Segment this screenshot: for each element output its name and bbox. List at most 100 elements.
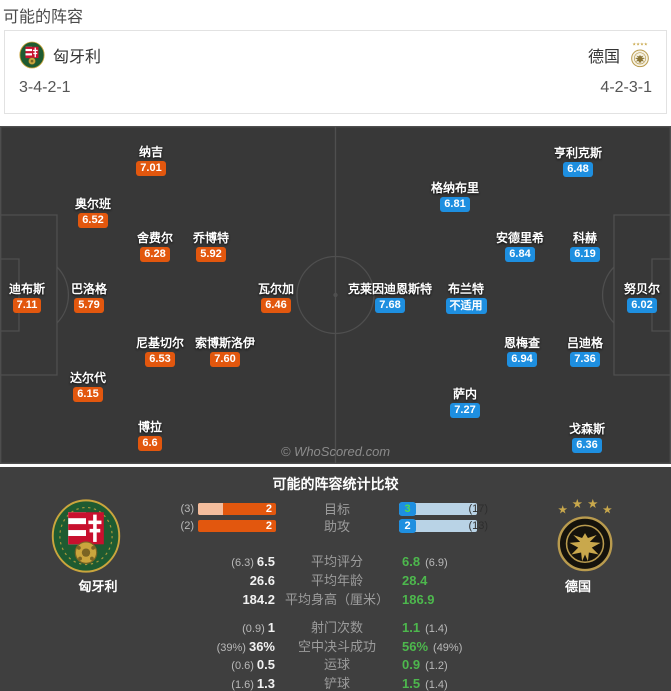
player-name: 乔博特 [192, 231, 229, 245]
player[interactable]: 尼基切尔 6.53 [105, 337, 215, 367]
player-rating-badge: 不适用 [445, 298, 487, 314]
stat-group-2: (0.9) 1 射门次数 1.1 (1.4) (39%) 36% 空中决斗成功 56% (49%)… [0, 619, 671, 691]
away-stat-cell: 1.1 (1.4) [402, 619, 671, 639]
player-rating-badge: 6.81 [440, 197, 470, 212]
away-stat-paren: (6.9) [425, 557, 448, 569]
away-stat-value: 0.9 [402, 657, 421, 672]
player-rating-badge: 6.02 [627, 298, 657, 313]
home-stat-paren: (1.6) [231, 678, 254, 691]
home-stat-value: 1 [267, 620, 275, 635]
player-name: 索博斯洛伊 [194, 336, 255, 350]
stat-label: 射门次数 [310, 620, 363, 635]
home-stat-value: 36% [248, 638, 275, 654]
player[interactable]: 迪布斯 7.11 [0, 283, 82, 313]
player-name: 布兰特 [447, 282, 484, 296]
home-stat-cell: (6.3) 6.5 [0, 552, 275, 573]
player[interactable]: 达尔代 6.15 [33, 372, 143, 402]
player[interactable]: 克莱因迪恩斯特 7.68 [335, 283, 445, 313]
away-team-name[interactable]: 德国 [587, 49, 620, 66]
player-name: 克莱因迪恩斯特 [347, 282, 432, 296]
home-bar-paren: (2) [180, 520, 194, 532]
team-row: 匈牙利 德国 ★★★★ [17, 41, 654, 71]
player[interactable]: 格纳布里 6.81 [400, 182, 510, 212]
player-name: 达尔代 [69, 371, 106, 385]
player[interactable]: 瓦尔加 6.46 [221, 283, 331, 313]
player[interactable]: 吕迪格 7.36 [530, 337, 640, 367]
away-stat-cell: 56% (49%) [402, 638, 671, 658]
home-team-crest-icon [19, 41, 45, 69]
player[interactable]: 舍费尔 6.28 [100, 232, 210, 262]
away-formation: 4-2-3-1 [600, 79, 652, 96]
bar-row: (3) 2 目标 3 (17) [0, 502, 671, 516]
away-stat-cell: 1.5 (1.4) [402, 675, 671, 691]
home-formation: 3-4-2-1 [19, 79, 71, 96]
stat-row: 26.6 平均年龄 28.4 [0, 571, 671, 590]
player-rating-badge: 7.68 [375, 298, 405, 313]
bar-row: (2) 2 助攻 2 (13) [0, 519, 671, 534]
player-name: 萨内 [452, 387, 477, 401]
stat-row: (1.6) 1.3 铲球 1.5 (1.4) [0, 675, 671, 691]
player[interactable]: 恩梅查 6.94 [467, 337, 577, 367]
away-bar-value: 3 [399, 502, 416, 516]
player-rating-badge: 7.01 [136, 161, 166, 176]
home-stat-cell: (0.6) 0.5 [0, 656, 275, 676]
match-header: 匈牙利 德国 ★★★★ 3-4-2-1 4-2-3-1 [4, 30, 667, 114]
stats-away-label: 德国 [564, 579, 591, 594]
player[interactable]: 奥尔班 6.52 [38, 198, 148, 228]
home-team[interactable]: 匈牙利 [19, 41, 101, 69]
player[interactable]: 努贝尔 6.02 [587, 283, 671, 313]
watermark: © WhoScored.com [280, 444, 391, 459]
player-name: 吕迪格 [566, 336, 603, 350]
home-stat-cell: (1.6) 1.3 [0, 675, 275, 691]
player[interactable]: 乔博特 5.92 [156, 232, 266, 262]
player-name: 迪布斯 [8, 282, 45, 296]
away-stat-value: 56% [402, 638, 429, 654]
player-rating-badge: 7.11 [12, 298, 42, 313]
player-name: 纳吉 [138, 145, 163, 159]
stat-label: 运球 [323, 657, 350, 672]
home-stat-value: 184.2 [242, 592, 275, 607]
player-rating-badge: 6.52 [78, 213, 108, 228]
away-bar: 3 [399, 502, 477, 516]
home-stat-paren: (6.3) [231, 557, 254, 569]
formation-row: 3-4-2-1 4-2-3-1 [17, 79, 654, 101]
player-name: 努贝尔 [623, 282, 660, 296]
home-team-name[interactable]: 匈牙利 [53, 49, 102, 66]
player[interactable]: 博拉 6.6 [95, 421, 205, 451]
player-rating-badge: 7.27 [450, 403, 480, 418]
home-bar: 2 [198, 520, 276, 532]
player[interactable]: 巴洛格 5.79 [34, 283, 144, 313]
player-rating-badge: 6.19 [570, 247, 600, 262]
bar-row-label: 助攻 [323, 519, 350, 534]
svg-text:★★★★: ★★★★ [632, 42, 648, 47]
player-name: 科赫 [572, 231, 597, 245]
player-rating-badge: 6.15 [73, 387, 103, 402]
player[interactable]: 科赫 6.19 [530, 232, 640, 262]
away-stat-paren: (1.4) [425, 623, 448, 635]
player[interactable]: 安德里希 6.84 [465, 232, 575, 262]
home-stat-paren: (39%) [216, 641, 246, 654]
player-rating-badge: 6.46 [261, 298, 291, 313]
home-stat-value: 0.5 [256, 657, 275, 672]
player-name: 博拉 [137, 420, 162, 434]
player[interactable]: 布兰特 不适用 [411, 283, 521, 314]
svg-text:★: ★ [557, 504, 567, 517]
player[interactable]: 萨内 7.27 [410, 388, 520, 418]
player-name: 舍费尔 [136, 231, 173, 245]
stat-label: 空中决斗成功 [297, 638, 376, 654]
svg-text:★: ★ [572, 498, 583, 511]
home-bar: 2 [198, 503, 276, 515]
stat-row: (0.6) 0.5 运球 0.9 (1.2) [0, 656, 671, 675]
player-name: 瓦尔加 [257, 282, 294, 296]
player[interactable]: 纳吉 7.01 [96, 146, 206, 176]
stat-row: (39%) 36% 空中决斗成功 56% (49%) [0, 638, 671, 657]
away-stat-cell: 0.9 (1.2) [402, 656, 671, 676]
player[interactable]: 戈森斯 6.36 [532, 423, 642, 453]
player-rating-badge: 6.84 [505, 247, 535, 262]
stat-row: (6.3) 6.5 平均评分 6.8 (6.9) [0, 552, 671, 571]
home-stat-cell: (39%) 36% [0, 638, 275, 658]
away-team[interactable]: 德国 ★★★★ [588, 41, 652, 69]
player[interactable]: 索博斯洛伊 7.60 [170, 337, 280, 367]
player[interactable]: 亨利克斯 6.48 [523, 147, 633, 177]
